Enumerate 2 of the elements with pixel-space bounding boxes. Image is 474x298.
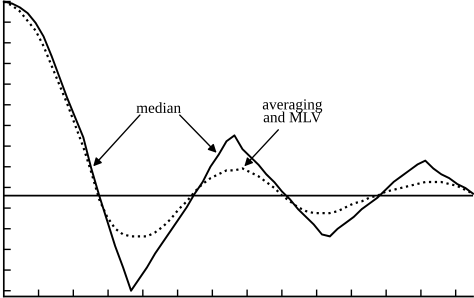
- annotation: median: [136, 102, 181, 113]
- annotation: averaging and MLV: [262, 99, 322, 122]
